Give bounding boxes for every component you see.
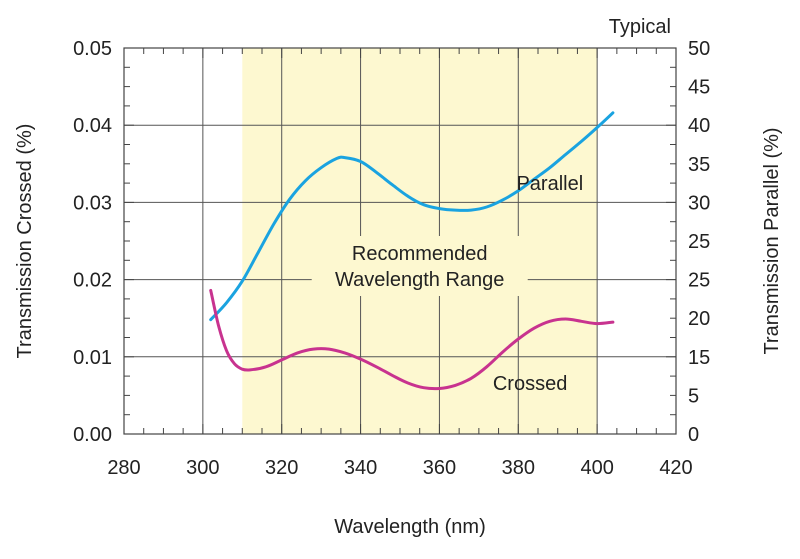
band-label-line1: Recommended xyxy=(352,243,488,265)
x-tick-label: 340 xyxy=(344,457,377,479)
y-tick-label-right: 15 xyxy=(688,347,710,369)
series-line-crossed xyxy=(209,288,615,391)
chart-title: Typical xyxy=(609,16,671,38)
series-annotations: Parallel Crossed xyxy=(493,173,583,395)
annotation-parallel: Parallel xyxy=(516,173,583,195)
y-tick-label-right: 0 xyxy=(688,424,699,446)
y-tick-label-right: 45 xyxy=(688,77,710,99)
y-tick-label-right: 50 xyxy=(688,38,710,60)
y-axis-label-right: Transmission Parallel (%) xyxy=(761,127,783,354)
plot-frame xyxy=(123,47,677,435)
y-tick-label-right: 40 xyxy=(688,115,710,137)
y-tick-label-right: 35 xyxy=(688,154,710,176)
y-tick-label-left: 0.03 xyxy=(73,192,112,214)
y-tick-label-left: 0.05 xyxy=(73,38,112,60)
x-tick-label: 300 xyxy=(186,457,219,479)
annotation-crossed: Crossed xyxy=(493,373,567,395)
band-label-line2: Wavelength Range xyxy=(335,269,504,291)
x-tick-label: 420 xyxy=(659,457,692,479)
y-tick-label-right: 30 xyxy=(688,192,710,214)
x-tick-label: 280 xyxy=(107,457,140,479)
x-tick-label: 380 xyxy=(502,457,535,479)
y-tick-label-left: 0.00 xyxy=(73,424,112,446)
series-line-parallel xyxy=(209,111,615,322)
x-axis-label: Wavelength (nm) xyxy=(334,516,486,538)
tick-labels: 280 300 320 340 360 380 400 4200.000.010.020.03… xyxy=(73,38,710,479)
series-lines xyxy=(209,111,615,391)
y-axis-label-left: Transmission Crossed (%) xyxy=(14,124,36,359)
y-tick-label-right: 20 xyxy=(688,308,710,330)
x-tick-label: 360 xyxy=(423,457,456,479)
y-tick-label-left: 0.04 xyxy=(73,115,112,137)
x-tick-label: 400 xyxy=(580,457,613,479)
y-tick-label-left: 0.02 xyxy=(73,270,112,292)
y-tick-label-right: 25 xyxy=(688,270,710,292)
x-tick-label: 320 xyxy=(265,457,298,479)
y-tick-label-right: 5 xyxy=(688,385,699,407)
y-tick-label-right: 25 xyxy=(688,231,710,253)
band-label-background xyxy=(311,236,528,296)
y-tick-label-left: 0.01 xyxy=(73,347,112,369)
